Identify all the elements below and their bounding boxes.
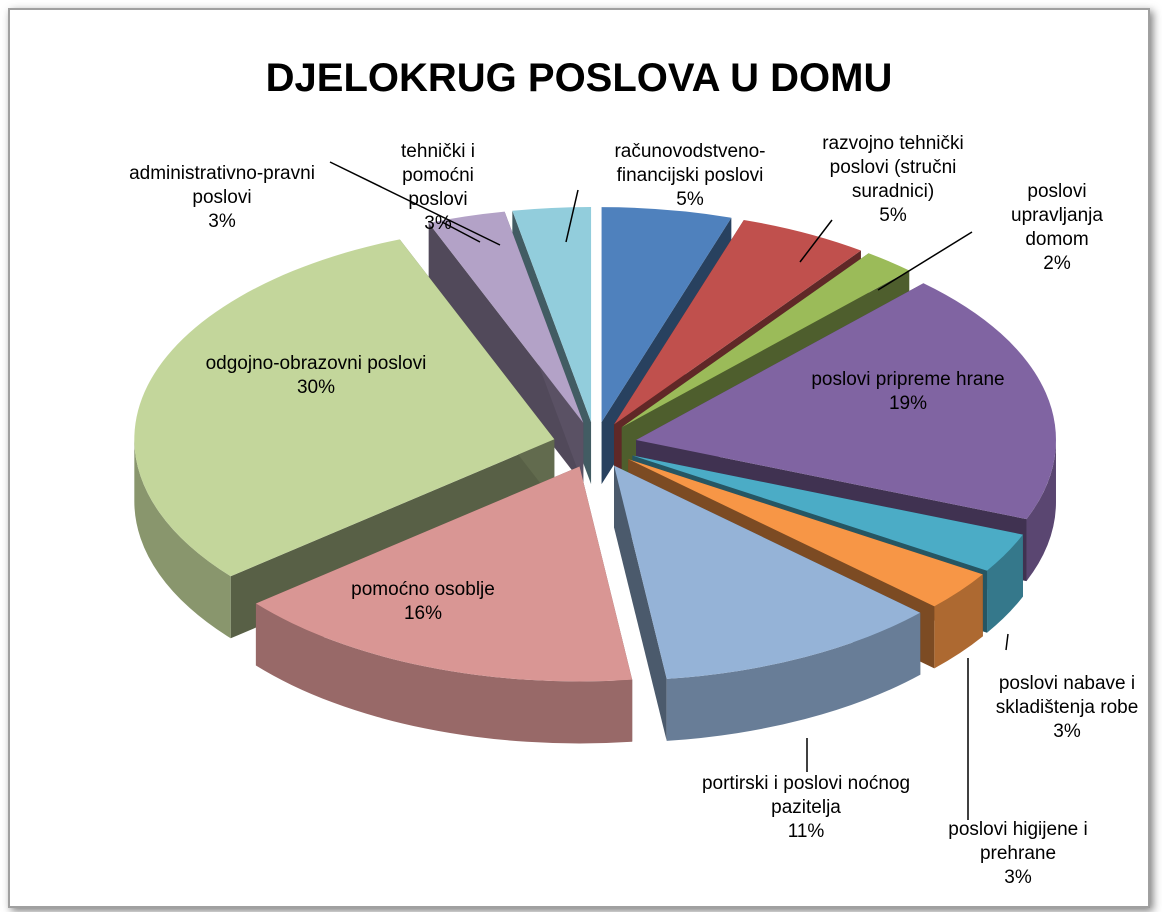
value-label: 3% [208, 211, 236, 232]
leader-line [799, 219, 833, 263]
category-label: računovodstveno-financijski poslovi [614, 141, 766, 186]
category-label: tehnički i pomoćni poslovi [401, 141, 475, 210]
slice [614, 465, 921, 679]
leader-line [565, 189, 579, 243]
category-label: razvojno tehnički poslovi (stručni surad… [822, 133, 964, 202]
value-label: 2% [1043, 253, 1071, 274]
value-label: 30% [296, 377, 336, 398]
data-label: poslovi pripreme hrane 19% [808, 368, 1008, 416]
data-label: administrativno-pravni poslovi 3% [112, 162, 332, 234]
category-label: odgojno-obrazovni poslovi [205, 353, 427, 374]
data-label: poslovi higijene i prehrane 3% [913, 818, 1123, 890]
slice-side [428, 222, 584, 485]
data-label: portirski i poslovi noćnog pazitelja 11% [701, 772, 911, 844]
slice-side [614, 465, 667, 741]
slice [255, 466, 633, 682]
value-label: 3% [1053, 721, 1081, 742]
slice [512, 207, 592, 423]
slice-wall [255, 603, 633, 744]
leader-line [441, 221, 481, 243]
slice [428, 211, 584, 423]
slice [428, 211, 584, 485]
category-label: administrativno-pravni poslovi [129, 163, 315, 208]
data-label: računovodstveno-financijski poslovi 5% [575, 140, 805, 212]
leader-line [1005, 633, 1009, 651]
category-label: poslovi nabave i skladištenja robe [995, 673, 1139, 718]
value-label: 5% [676, 189, 704, 210]
data-label: poslovi nabave i skladištenja robe 3% [962, 672, 1162, 744]
data-label: pomoćno osoblje 16% [313, 578, 533, 626]
slice [255, 466, 633, 744]
chart-title: DJELOKRUG POSLOVA U DOMU [265, 56, 893, 100]
slice [614, 219, 861, 425]
data-label: tehnički i pomoćni poslovi 3% [383, 140, 493, 236]
data-label: odgojno-obrazovni poslovi 30% [201, 352, 431, 400]
slice [632, 455, 1023, 571]
category-label: pomoćno osoblje [351, 579, 495, 600]
category-label: portirski i poslovi noćnog pazitelja [701, 773, 911, 818]
slice [614, 465, 921, 741]
value-label: 5% [879, 205, 907, 226]
chart-frame: DJELOKRUG POSLOVA U DOMU računovodstveno… [8, 8, 1150, 908]
slice-wall [666, 612, 921, 741]
data-label: poslovi upravljanja domom 2% [997, 180, 1117, 276]
pie-chart [134, 161, 1056, 820]
data-label: razvojno tehnički poslovi (stručni surad… [793, 132, 993, 228]
category-label: poslovi upravljanja domom [1011, 181, 1103, 250]
value-label: 19% [888, 393, 928, 414]
slice [134, 239, 555, 577]
slice [621, 253, 910, 428]
slice [628, 459, 983, 607]
slice-wall [987, 534, 1023, 633]
slice [601, 207, 732, 423]
slice-wall [934, 574, 983, 669]
category-label: poslovi pripreme hrane [811, 369, 1005, 390]
leader-line [329, 161, 501, 246]
value-label: 16% [403, 603, 443, 624]
slice-wall [134, 439, 231, 639]
category-label: poslovi higijene i prehrane [948, 819, 1088, 864]
value-label: 3% [1004, 867, 1032, 888]
value-label: 3% [424, 213, 452, 234]
leader-line [877, 231, 973, 291]
slice [635, 283, 1056, 520]
value-label: 11% [787, 821, 825, 842]
slice-wall [1026, 439, 1056, 582]
